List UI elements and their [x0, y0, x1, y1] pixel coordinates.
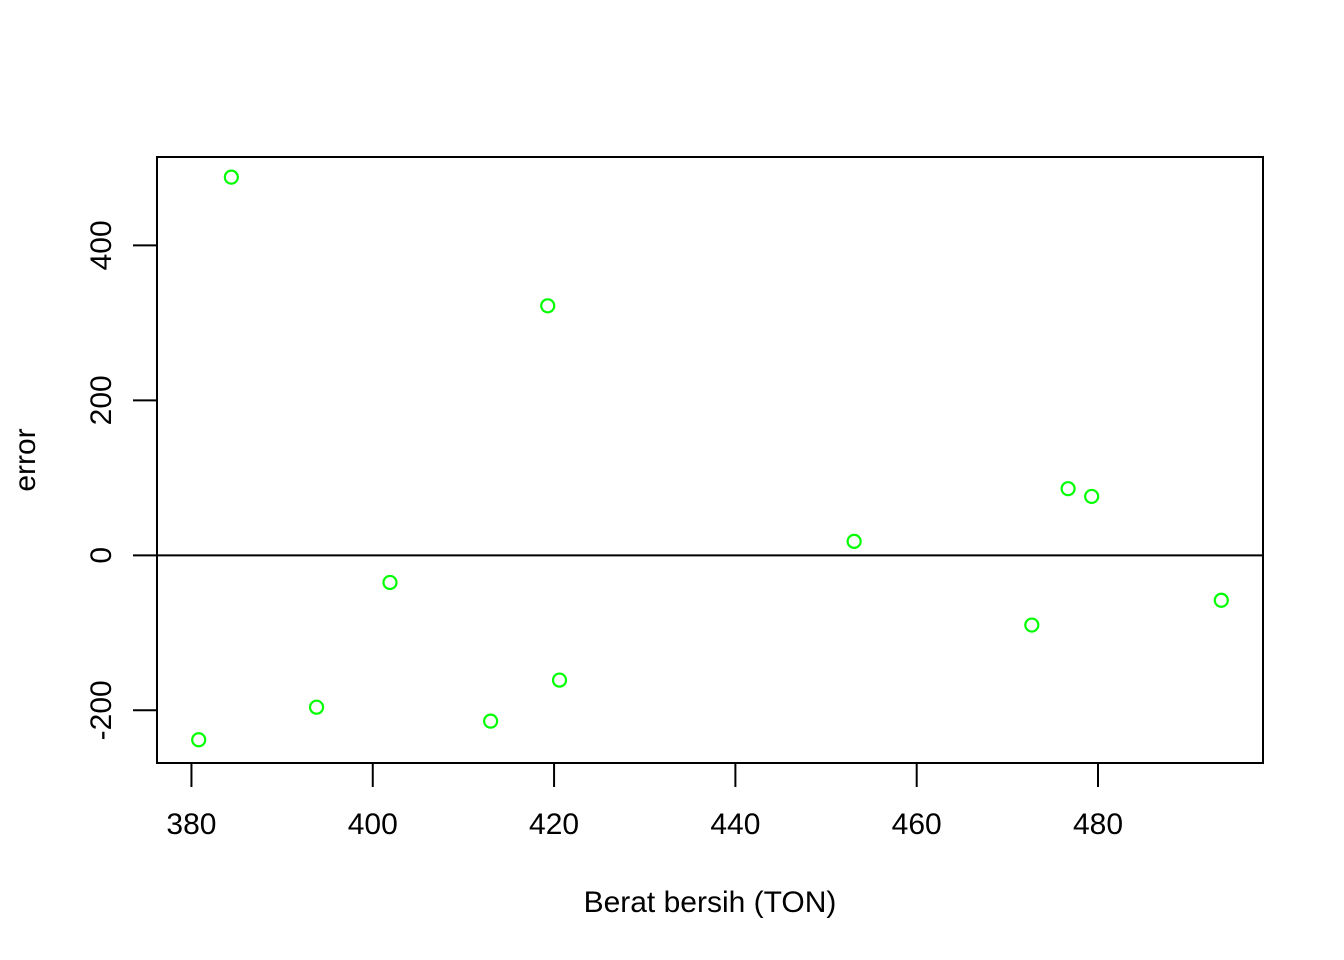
data-point [551, 672, 568, 688]
data-point [540, 298, 556, 314]
x-axis-label: Berat bersih (TON) [584, 886, 837, 919]
y-tick-label: 400 [85, 220, 118, 270]
data-point [1213, 592, 1229, 608]
x-tick-label: 380 [166, 808, 216, 841]
data-point [846, 533, 862, 549]
data-point [483, 713, 499, 729]
data-point [1024, 617, 1040, 633]
x-tick-label: 460 [892, 808, 942, 841]
data-points [191, 169, 1229, 748]
plot-frame [156, 156, 1264, 764]
data-point [382, 574, 398, 591]
y-axis: -200 0 200 400 [85, 220, 158, 740]
x-tick-label: 440 [710, 808, 760, 841]
x-tick-label: 420 [529, 808, 579, 841]
x-tick-label: 400 [348, 808, 398, 841]
y-tick-label: 200 [85, 375, 118, 425]
data-point [223, 169, 239, 185]
data-point [308, 699, 325, 715]
x-axis: 380 400 420 440 460 480 [166, 762, 1123, 841]
y-axis-label: error [9, 428, 42, 491]
y-tick-label: -200 [85, 680, 118, 740]
data-point [191, 732, 207, 748]
x-tick-label: 480 [1073, 808, 1123, 841]
data-point [1084, 488, 1100, 505]
data-point [1060, 481, 1076, 497]
y-tick-label: 0 [85, 547, 118, 564]
